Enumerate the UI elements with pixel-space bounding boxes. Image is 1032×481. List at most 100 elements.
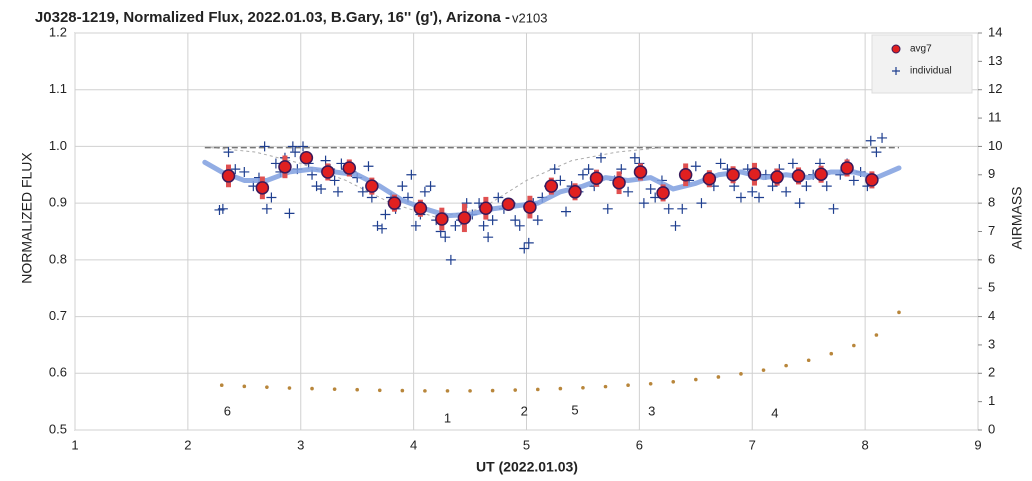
airmass-point bbox=[897, 310, 901, 315]
individual-point bbox=[555, 175, 566, 186]
airmass-point bbox=[219, 383, 224, 387]
individual-point bbox=[483, 232, 494, 243]
y2-tick-label: 3 bbox=[988, 336, 995, 351]
individual-point bbox=[410, 220, 421, 231]
individual-point bbox=[298, 141, 309, 152]
y-tick-label: 1.2 bbox=[49, 24, 67, 39]
avg-point bbox=[791, 169, 806, 183]
avg-point bbox=[365, 179, 379, 193]
individual-point bbox=[406, 169, 417, 180]
individual-point bbox=[217, 203, 228, 214]
airmass-point bbox=[829, 351, 834, 356]
avg-point bbox=[413, 201, 428, 215]
airmass-point bbox=[558, 386, 563, 391]
individual-point bbox=[787, 158, 798, 169]
individual-point bbox=[747, 186, 758, 197]
airmass-point bbox=[242, 384, 247, 389]
avg-point bbox=[221, 169, 236, 183]
y-tick-label: 1.1 bbox=[49, 81, 67, 96]
y2-tick-label: 1 bbox=[988, 393, 995, 408]
individual-point bbox=[332, 186, 343, 197]
y2-axis-label: AIRMASS bbox=[1009, 186, 1025, 249]
y-tick-label: 0.9 bbox=[49, 195, 67, 210]
avg-point bbox=[770, 170, 784, 184]
airmass-point bbox=[513, 388, 518, 392]
airmass-point bbox=[581, 385, 585, 390]
x-tick-label: 9 bbox=[974, 437, 981, 452]
y2-tick-label: 5 bbox=[988, 280, 995, 295]
avg-point bbox=[678, 168, 693, 182]
individual-point bbox=[663, 203, 674, 214]
individual-point bbox=[266, 192, 277, 203]
avg-point bbox=[726, 168, 740, 182]
x-tick-label: 4 bbox=[410, 437, 417, 452]
x-axis-label: UT (2022.01.03) bbox=[476, 459, 578, 475]
airmass-point bbox=[648, 381, 653, 386]
individual-point bbox=[514, 220, 525, 231]
annotation: 3 bbox=[648, 404, 655, 419]
avg-point bbox=[544, 179, 559, 193]
y2-tick-label: 10 bbox=[988, 138, 1002, 153]
avg-point bbox=[612, 175, 626, 190]
individual-point bbox=[871, 147, 882, 158]
legend-label: individual bbox=[910, 66, 952, 77]
individual-point bbox=[801, 181, 812, 192]
avg-point bbox=[299, 151, 314, 165]
individual-point bbox=[595, 152, 606, 163]
avg-point bbox=[479, 201, 493, 215]
individual-point bbox=[781, 186, 792, 197]
individual-point bbox=[523, 237, 534, 248]
individual-point bbox=[493, 192, 504, 203]
individual-point bbox=[397, 181, 408, 192]
y-tick-label: 0.7 bbox=[49, 308, 67, 323]
x-tick-label: 7 bbox=[749, 437, 756, 452]
airmass-point bbox=[423, 389, 427, 393]
individual-point bbox=[638, 198, 649, 209]
individual-point bbox=[583, 164, 594, 175]
airmass-point bbox=[332, 387, 337, 391]
airmass-point bbox=[784, 363, 788, 368]
airmass-point bbox=[852, 343, 856, 348]
individual-point bbox=[645, 183, 656, 194]
avg-point bbox=[457, 211, 472, 225]
airmass-point bbox=[806, 358, 811, 363]
avg-point bbox=[342, 161, 357, 175]
individual-point bbox=[821, 181, 832, 192]
airmass-point bbox=[400, 388, 405, 393]
y2-tick-label: 11 bbox=[988, 110, 1002, 125]
y2-tick-label: 2 bbox=[988, 365, 995, 380]
airmass-point bbox=[694, 377, 698, 382]
avg-point bbox=[435, 212, 449, 226]
avg-point bbox=[255, 181, 270, 195]
avg-point bbox=[387, 196, 402, 210]
individual-point bbox=[865, 135, 876, 146]
individual-point bbox=[519, 243, 530, 254]
airmass-point bbox=[626, 383, 630, 387]
individual-point bbox=[357, 186, 368, 197]
avg-point bbox=[278, 160, 292, 174]
y-tick-label: 1.0 bbox=[49, 138, 67, 153]
avg-point bbox=[656, 186, 670, 200]
individual-point bbox=[445, 254, 456, 265]
airmass-point bbox=[535, 387, 540, 392]
airmass-point bbox=[265, 385, 269, 389]
individual-point bbox=[848, 175, 859, 186]
individual-point bbox=[577, 169, 588, 180]
individual-point bbox=[284, 208, 295, 219]
avg-point bbox=[501, 197, 516, 212]
y2-tick-label: 8 bbox=[988, 195, 995, 210]
individual-point bbox=[629, 152, 640, 163]
chart-title: J0328-1219, Normalized Flux, 2022.01.03,… bbox=[35, 9, 510, 26]
individual-point bbox=[696, 198, 707, 209]
individual-point bbox=[329, 175, 340, 186]
x-tick-label: 3 bbox=[297, 437, 304, 452]
airmass-point bbox=[739, 372, 743, 376]
annotation: 1 bbox=[444, 410, 451, 425]
avg-point bbox=[568, 185, 582, 199]
x-tick-label: 8 bbox=[862, 437, 869, 452]
individual-point bbox=[735, 192, 746, 203]
individual-point bbox=[510, 215, 521, 226]
individual-point bbox=[754, 192, 765, 203]
individual-point bbox=[440, 232, 451, 243]
